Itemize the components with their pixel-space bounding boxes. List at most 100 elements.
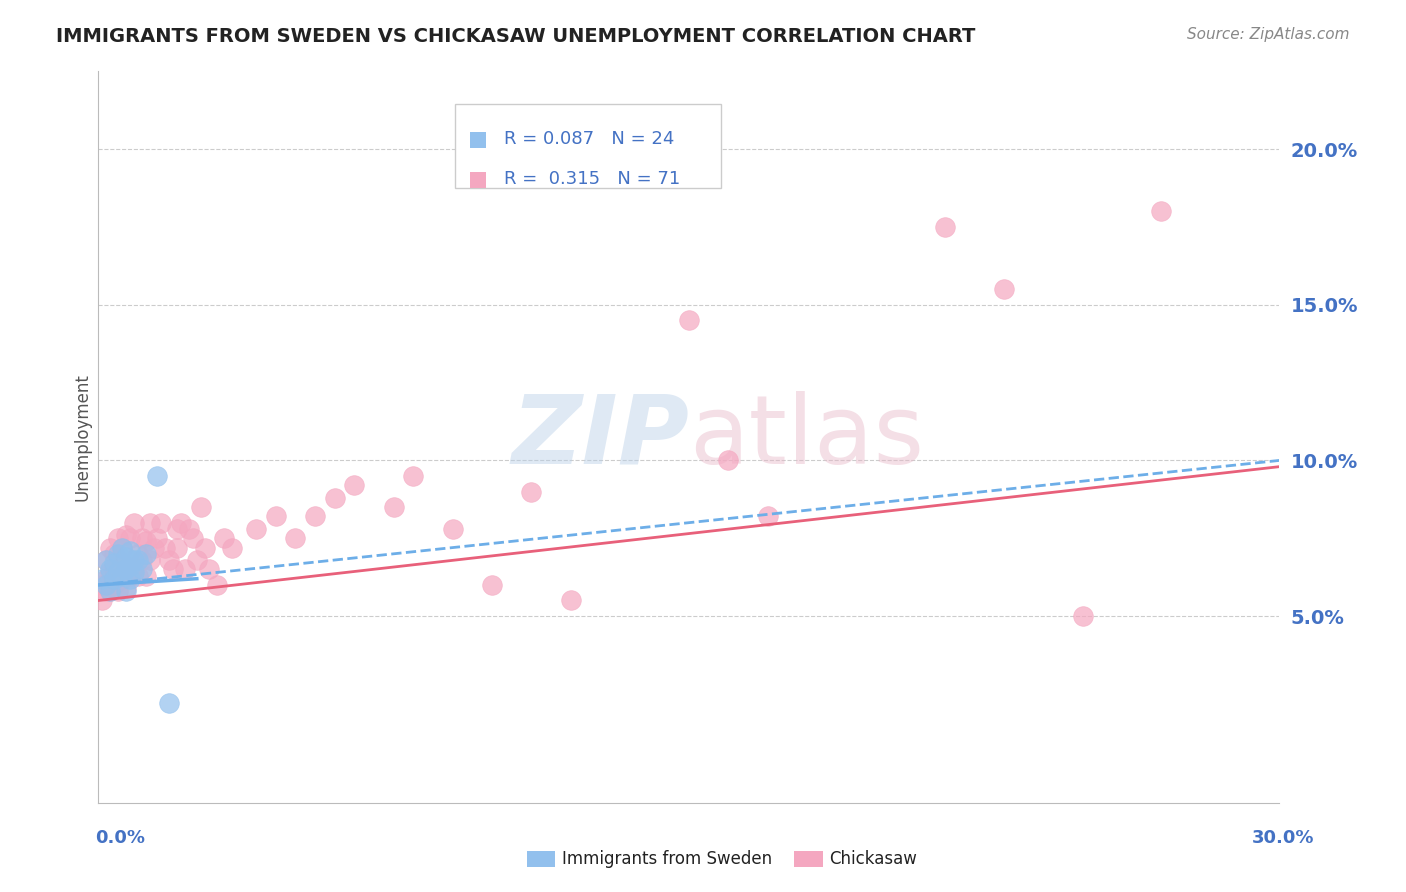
Point: [118, 568, 141, 582]
Point: [107, 531, 129, 545]
FancyBboxPatch shape: [456, 104, 721, 188]
Point: [103, 578, 125, 592]
Point: [131, 553, 153, 567]
Y-axis label: Unemployment: Unemployment: [73, 373, 91, 501]
Point: [96, 584, 118, 599]
Point: [343, 478, 366, 492]
Point: [118, 559, 141, 574]
Point: [127, 553, 149, 567]
Point: [205, 578, 228, 592]
Point: [98, 584, 121, 599]
Point: [115, 584, 138, 599]
Point: [122, 566, 145, 580]
Point: [131, 531, 153, 545]
Point: [107, 553, 129, 567]
Point: [197, 562, 219, 576]
Point: [162, 562, 184, 576]
Point: [96, 553, 118, 567]
Point: [382, 500, 405, 515]
Point: [304, 509, 326, 524]
Point: [146, 469, 169, 483]
Point: [122, 553, 145, 567]
Point: [107, 547, 129, 561]
Point: [111, 541, 134, 555]
Point: [142, 541, 165, 555]
Point: [127, 547, 149, 561]
Point: [118, 531, 141, 545]
Point: [177, 522, 200, 536]
Point: [107, 566, 129, 580]
Point: [96, 553, 118, 567]
Point: [131, 562, 153, 576]
Point: [111, 572, 134, 586]
Bar: [471, 132, 486, 148]
Point: [194, 541, 217, 555]
Point: [150, 516, 173, 530]
Point: [520, 484, 543, 499]
Point: [98, 562, 121, 576]
Point: [678, 313, 700, 327]
Point: [96, 578, 118, 592]
Point: [138, 516, 160, 530]
Point: [107, 568, 129, 582]
Point: [560, 593, 582, 607]
Text: IMMIGRANTS FROM SWEDEN VS CHICKASAW UNEMPLOYMENT CORRELATION CHART: IMMIGRANTS FROM SWEDEN VS CHICKASAW UNEM…: [56, 27, 976, 45]
Point: [103, 547, 125, 561]
Point: [115, 562, 138, 576]
Point: [115, 549, 138, 564]
Point: [122, 516, 145, 530]
Point: [111, 568, 134, 582]
Text: 30.0%: 30.0%: [1253, 829, 1315, 847]
Point: [481, 578, 503, 592]
Point: [1071, 609, 1094, 624]
Point: [122, 562, 145, 576]
Text: 0.0%: 0.0%: [96, 829, 146, 847]
Point: [135, 534, 157, 549]
Point: [166, 541, 188, 555]
Point: [284, 531, 307, 545]
Point: [245, 522, 267, 536]
Point: [934, 219, 956, 234]
Point: [118, 572, 141, 586]
Point: [135, 547, 157, 561]
Point: [157, 553, 180, 567]
Text: Source: ZipAtlas.com: Source: ZipAtlas.com: [1187, 27, 1350, 42]
Point: [115, 562, 138, 576]
Point: [91, 593, 114, 607]
Point: [186, 553, 208, 567]
Point: [98, 541, 121, 555]
Point: [103, 556, 125, 570]
Point: [98, 584, 121, 599]
Point: [103, 572, 125, 586]
Point: [138, 553, 160, 567]
Point: [214, 531, 236, 545]
Point: [111, 541, 134, 555]
Point: [993, 282, 1015, 296]
Point: [170, 516, 193, 530]
Point: [115, 581, 138, 595]
Point: [146, 531, 169, 545]
Point: [441, 522, 464, 536]
Point: [111, 556, 134, 570]
Point: [107, 584, 129, 599]
Bar: [471, 172, 486, 188]
Text: R =  0.315   N = 71: R = 0.315 N = 71: [503, 169, 679, 188]
Text: Chickasaw: Chickasaw: [830, 850, 917, 868]
Point: [323, 491, 346, 505]
Point: [717, 453, 740, 467]
Point: [115, 528, 138, 542]
Point: [96, 572, 118, 586]
Point: [98, 566, 121, 580]
Text: Immigrants from Sweden: Immigrants from Sweden: [562, 850, 772, 868]
Point: [103, 562, 125, 576]
Point: [91, 572, 114, 586]
Point: [166, 522, 188, 536]
Point: [118, 543, 141, 558]
Point: [264, 509, 287, 524]
Text: R = 0.087   N = 24: R = 0.087 N = 24: [503, 129, 673, 148]
Point: [155, 541, 177, 555]
Text: atlas: atlas: [689, 391, 924, 483]
Point: [1150, 204, 1173, 219]
Point: [221, 541, 243, 555]
Text: ZIP: ZIP: [510, 391, 689, 483]
